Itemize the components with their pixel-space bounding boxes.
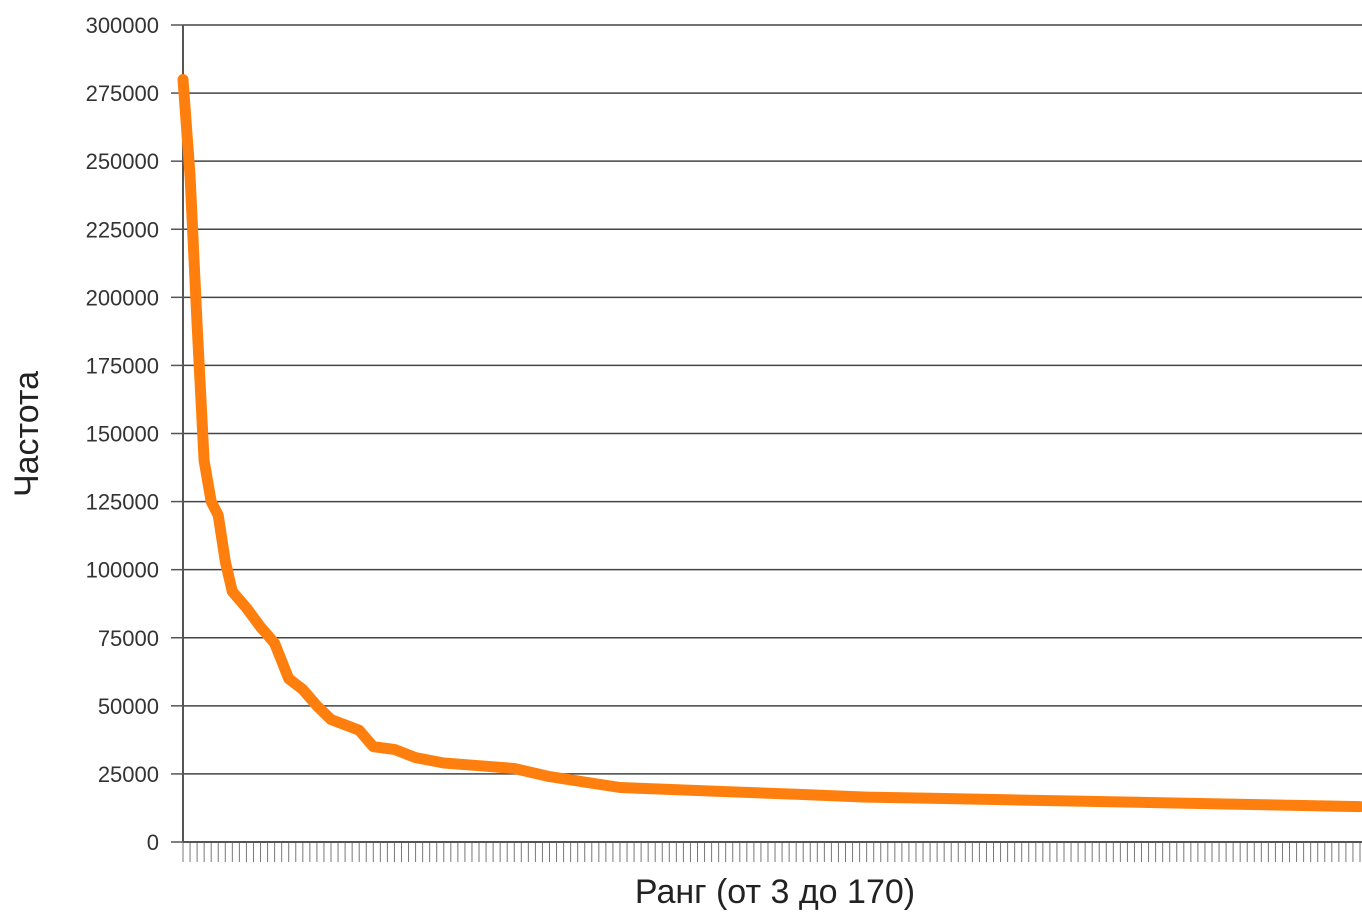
y-axis-label: Частота — [8, 371, 46, 497]
y-tick-label: 50000 — [98, 694, 159, 719]
y-axis-ticks: 0 25000 50000 75000 100000 125000 150000 175000… — [86, 13, 183, 855]
x-axis-label: Ранг (от 3 до 170) — [635, 873, 915, 911]
y-tick-label: 100000 — [86, 558, 159, 583]
y-tick-label: 25000 — [98, 762, 159, 787]
y-tick-label: 200000 — [86, 285, 159, 310]
gridlines — [183, 24, 1362, 775]
y-tick-label: 75000 — [98, 626, 159, 651]
x-axis-ticks — [182, 842, 1361, 862]
y-tick-label: 275000 — [86, 81, 159, 106]
frequency-series-line — [177, 74, 1362, 813]
y-tick-label: 125000 — [86, 490, 159, 515]
series-group — [177, 74, 1362, 813]
y-tick-label: 150000 — [86, 422, 159, 447]
y-tick-label: 225000 — [86, 217, 159, 242]
y-tick-label: 0 — [147, 830, 159, 855]
y-tick-label: 250000 — [86, 149, 159, 174]
y-tick-label: 175000 — [86, 353, 159, 378]
y-tick-label: 300000 — [86, 13, 159, 38]
